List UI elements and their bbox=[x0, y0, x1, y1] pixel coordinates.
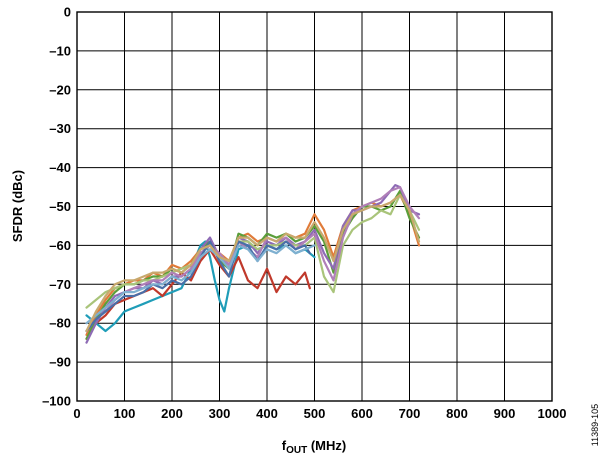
x-tick-label: 500 bbox=[304, 406, 326, 421]
y-tick-label: –40 bbox=[49, 160, 71, 175]
x-axis-label-main: f bbox=[282, 438, 287, 453]
x-tick-label: 600 bbox=[351, 406, 373, 421]
y-tick-label: –100 bbox=[42, 394, 71, 409]
x-tick-label: 100 bbox=[114, 406, 136, 421]
x-axis-label-subscript: OUT bbox=[286, 445, 307, 456]
x-tick-label: 0 bbox=[73, 406, 80, 421]
plot-area-frame bbox=[76, 11, 553, 402]
y-tick-labels: 0 –10 –20 –30 –40 –50 –60 –70 –80 –90 –100 bbox=[42, 5, 71, 409]
x-tick-label: 300 bbox=[209, 406, 231, 421]
figure-id: 11389-105 bbox=[590, 404, 600, 446]
series-line-2 bbox=[85, 248, 311, 340]
x-tick-label: 200 bbox=[161, 406, 183, 421]
series-line-6 bbox=[85, 193, 421, 309]
data-series-group bbox=[85, 184, 421, 344]
y-tick-label: –90 bbox=[49, 355, 71, 370]
x-tick-label: 1000 bbox=[538, 406, 567, 421]
series-line-10 bbox=[85, 193, 421, 333]
x-tick-label: 400 bbox=[256, 406, 278, 421]
y-tick-label: –30 bbox=[49, 121, 71, 136]
x-tick-label: 800 bbox=[446, 406, 468, 421]
series-line-9 bbox=[85, 244, 316, 325]
x-axis-label-unit: (MHz) bbox=[307, 438, 346, 453]
y-tick-label: –60 bbox=[49, 238, 71, 253]
y-tick-label: –80 bbox=[49, 316, 71, 331]
y-tick-label: –10 bbox=[49, 43, 71, 58]
x-tick-label: 700 bbox=[399, 406, 421, 421]
y-tick-label: –20 bbox=[49, 82, 71, 97]
y-tick-label: –50 bbox=[49, 199, 71, 214]
y-axis-label: SFDR (dBc) bbox=[10, 170, 25, 242]
x-axis-label: fOUT (MHz) bbox=[282, 438, 346, 456]
x-tick-labels: 0 100 200 300 400 500 600 700 800 900 1000 bbox=[73, 406, 566, 421]
x-tick-label: 900 bbox=[494, 406, 516, 421]
y-tick-label: –70 bbox=[49, 277, 71, 292]
y-tick-label: 0 bbox=[64, 5, 71, 20]
